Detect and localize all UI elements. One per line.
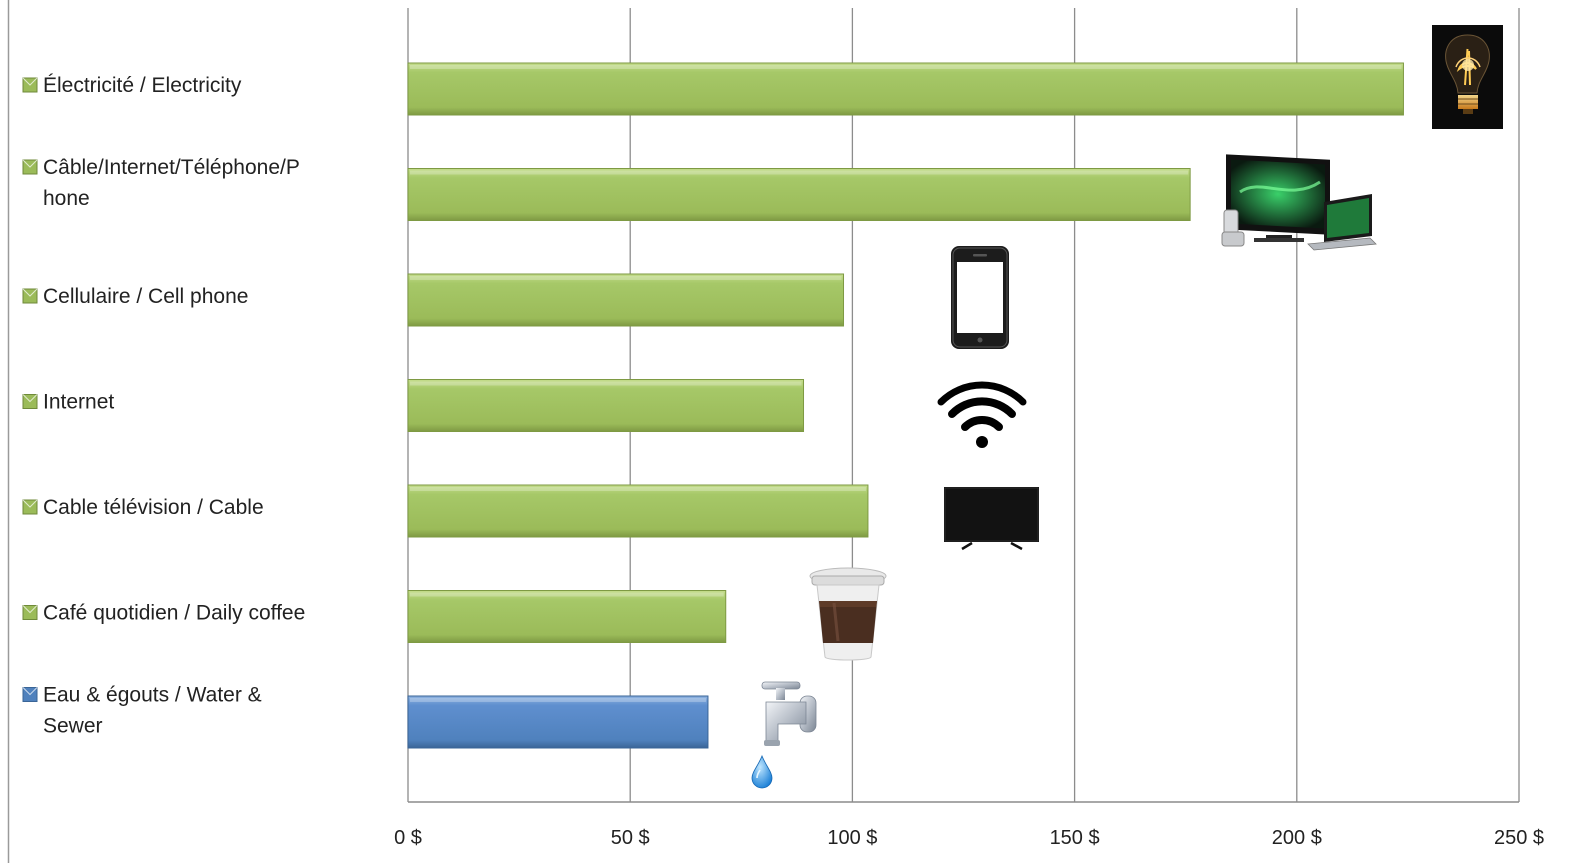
water-tap-icon [751,681,817,789]
category-label: Sewer [43,715,103,738]
legend-marker-bevel [22,394,38,403]
bar-highlight [410,170,1189,175]
category-label: Cellulaire / Cell phone [43,285,248,308]
legend-marker [22,288,38,304]
x-axis-tick-labels: 0 $ 50 $ 100 $ 150 $ 200 $ 250 $ [394,827,1544,849]
coffee-cup-icon [809,567,887,661]
legend-marker-bevel [22,687,38,696]
x-tick-label: 0 $ [394,827,422,849]
category-label: Eau & égouts / Water & [43,684,262,707]
x-tick-label: 100 $ [827,827,877,849]
legend-marker-bevel [22,159,38,168]
category-label: Câble/Internet/Téléphone/P [43,156,300,179]
bar-rect [407,695,709,749]
bars [407,62,1404,749]
bar-highlight [410,592,724,597]
x-tick-label: 150 $ [1050,827,1100,849]
bar-6 [407,590,727,643]
bar-7 [407,695,709,749]
bar-highlight [410,65,1402,69]
bar-5 [407,484,869,538]
bar-highlight [410,487,866,491]
legend-marker [22,394,38,409]
x-tick-label: 50 $ [611,827,650,849]
bar-rect [407,379,805,432]
bar-rect [407,62,1404,116]
category-labels: Électricité / Electricity Câble/Internet/… [22,74,305,738]
legend-marker-bevel [22,605,38,614]
category-label: hone [43,187,90,210]
x-tick-label: 250 $ [1494,827,1544,849]
icons [751,25,1503,789]
legend-marker-bevel [22,499,38,508]
bar-4 [407,379,805,432]
legend-marker [22,159,38,175]
smartphone-icon [951,246,1009,349]
category-label: Internet [43,391,114,414]
bar-1 [407,62,1404,116]
bar-highlight [410,698,706,702]
category-label: Cable télévision / Cable [43,496,264,519]
legend-marker [22,605,38,620]
wifi-icon [937,381,1027,448]
legend-marker-bevel [22,77,38,86]
legend-marker [22,499,38,515]
legend-marker [22,77,38,93]
light-bulb-icon [1432,25,1503,129]
legend-marker [22,687,38,702]
legend-marker-bevel [22,288,38,297]
bar-highlight [410,381,802,386]
bar-2 [407,168,1191,221]
television-icon [944,487,1039,551]
bar-rect [407,590,727,643]
tv-laptop-phone-icon [1221,154,1377,251]
bar-3 [407,273,845,327]
bar-highlight [410,276,842,280]
category-label: Café quotidien / Daily coffee [43,602,305,625]
category-label: Électricité / Electricity [43,74,242,97]
bar-rect [407,484,869,538]
x-tick-label: 200 $ [1272,827,1322,849]
bar-rect [407,168,1191,221]
bar-rect [407,273,845,327]
